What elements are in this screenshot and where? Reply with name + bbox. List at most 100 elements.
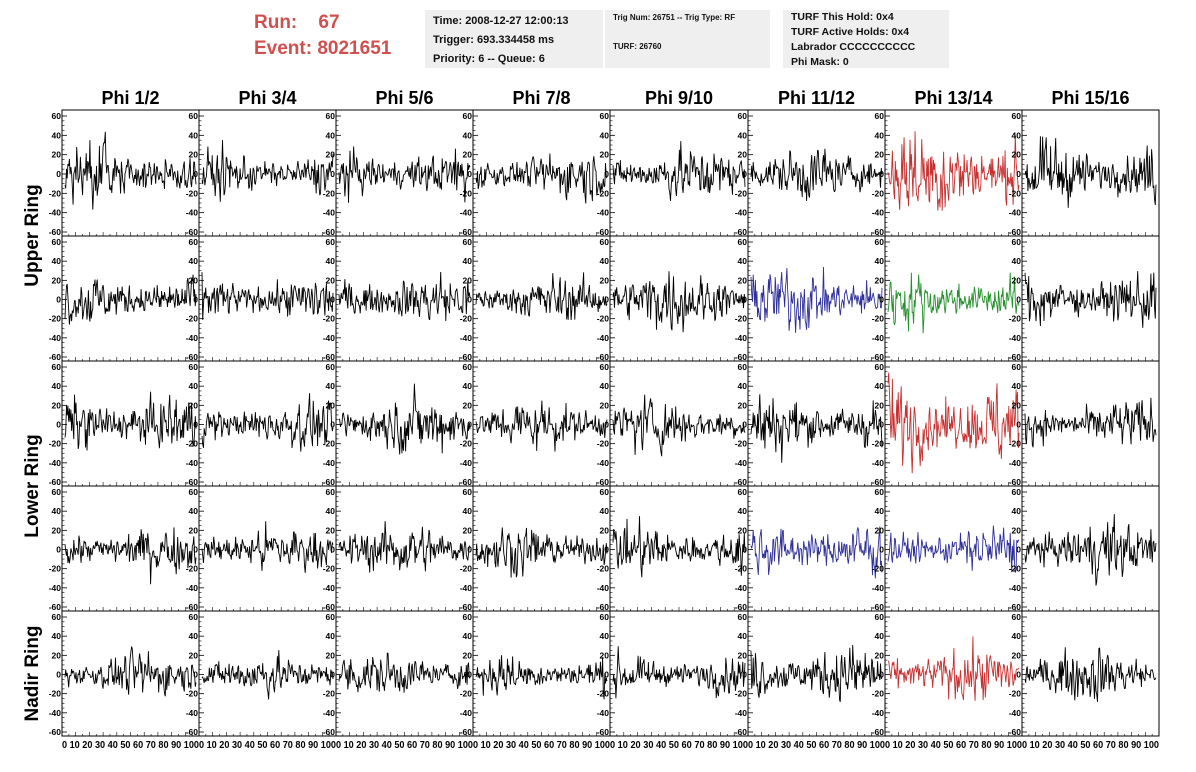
y-tick-label: -60	[323, 352, 336, 362]
y-tick-label: -20	[186, 564, 199, 574]
y-tick-label: 0	[604, 670, 609, 680]
y-tick-label: -20	[49, 314, 62, 324]
y-tick-label: -60	[460, 727, 473, 737]
y-tick-label: 60	[600, 237, 610, 247]
y-tick-label: -60	[735, 477, 748, 487]
waveform-trace	[338, 652, 471, 693]
waveform-trace	[887, 272, 1020, 334]
waveform-trace	[1024, 136, 1157, 208]
waveform-trace	[750, 526, 883, 579]
waveform-trace	[1024, 271, 1157, 328]
waveform-trace	[475, 153, 608, 204]
y-tick-label: -20	[597, 439, 610, 449]
y-tick-label: -60	[735, 352, 748, 362]
y-tick-label: 40	[738, 256, 748, 266]
column-title: Phi 13/14	[914, 88, 992, 108]
y-tick-label: -40	[186, 458, 199, 468]
y-tick-label: 20	[600, 275, 610, 285]
y-tick-label: -60	[49, 727, 62, 737]
waveform-trace	[612, 516, 746, 578]
y-tick-label: 40	[600, 256, 610, 266]
y-tick-label: -40	[323, 333, 336, 343]
y-tick-label: 0	[604, 420, 609, 430]
y-tick-label: 40	[1012, 256, 1022, 266]
y-tick-label: 20	[600, 150, 610, 160]
y-tick-label: -20	[460, 439, 473, 449]
x-tick-labels: 0 10 20 30 40 50 60 70 80 90 100	[62, 740, 199, 751]
y-tick-label: 40	[189, 631, 199, 641]
y-tick-label: 60	[189, 612, 199, 622]
waveform-trace	[338, 521, 471, 573]
y-tick-label: -60	[872, 602, 885, 612]
y-tick-label: -60	[872, 352, 885, 362]
y-tick-label: 40	[600, 631, 610, 641]
y-tick-label: 0	[56, 420, 61, 430]
y-tick-label: -60	[460, 602, 473, 612]
y-tick-label: -20	[323, 439, 336, 449]
y-tick-label: -40	[872, 583, 885, 593]
panel-frame	[1021, 235, 1160, 362]
waveform-trace	[64, 131, 197, 210]
y-tick-label: 0	[467, 545, 472, 555]
y-tick-label: 40	[600, 381, 610, 391]
y-tick-label: -40	[49, 708, 62, 718]
y-tick-label: -60	[1009, 602, 1022, 612]
y-tick-label: 40	[875, 130, 885, 140]
y-tick-label: 20	[875, 400, 885, 410]
ring-label: Lower Ring	[22, 434, 43, 537]
column-title: Phi 9/10	[645, 88, 713, 108]
y-tick-label: -20	[1009, 689, 1022, 699]
y-tick-label: -60	[49, 477, 62, 487]
y-tick-label: 0	[604, 545, 609, 555]
y-tick-label: 0	[1016, 545, 1021, 555]
y-tick-label: 20	[875, 150, 885, 160]
y-tick-label: 20	[738, 650, 748, 660]
y-tick-label: 0	[879, 420, 884, 430]
y-tick-label: -60	[49, 602, 62, 612]
y-tick-label: -60	[1009, 352, 1022, 362]
y-tick-label: -40	[460, 708, 473, 718]
y-tick-label: 40	[189, 381, 199, 391]
y-tick-label: 20	[463, 150, 473, 160]
y-tick-label: 40	[463, 631, 473, 641]
y-tick-label: -20	[49, 188, 62, 198]
y-tick-label: 60	[1012, 362, 1022, 372]
priority-text: Priority: 6 -- Queue: 6	[433, 53, 545, 65]
waveform-trace	[887, 525, 1020, 573]
y-tick-label: -20	[597, 314, 610, 324]
y-tick-label: 20	[189, 150, 199, 160]
y-tick-label: -40	[735, 208, 748, 218]
y-tick-label: -60	[460, 352, 473, 362]
y-tick-label: -20	[323, 564, 336, 574]
y-tick-label: 0	[604, 169, 609, 179]
y-tick-label: 0	[742, 670, 747, 680]
run-event-box: Run: 67 Event: 8021651	[254, 10, 391, 62]
y-tick-label: 40	[326, 381, 336, 391]
y-tick-label: 0	[56, 670, 61, 680]
y-tick-label: -20	[460, 188, 473, 198]
y-tick-label: -20	[460, 314, 473, 324]
y-tick-label: 20	[463, 650, 473, 660]
y-tick-label: -40	[872, 208, 885, 218]
y-tick-label: 20	[738, 150, 748, 160]
waveform-trace	[1024, 514, 1157, 586]
y-tick-label: 20	[463, 275, 473, 285]
y-tick-label: 40	[1012, 381, 1022, 391]
y-tick-label: -60	[186, 477, 199, 487]
y-tick-label: -40	[49, 333, 62, 343]
y-tick-label: 0	[330, 169, 335, 179]
y-tick-label: 20	[1012, 275, 1022, 285]
y-tick-label: 20	[326, 525, 336, 535]
y-tick-label: 0	[879, 670, 884, 680]
y-tick-label: -60	[735, 227, 748, 237]
waveform-trace	[475, 527, 608, 578]
y-tick-label: 40	[738, 631, 748, 641]
y-tick-label: -60	[597, 352, 610, 362]
y-tick-label: -60	[460, 227, 473, 237]
y-tick-label: 0	[879, 545, 884, 555]
y-tick-label: 40	[326, 256, 336, 266]
x-tick-labels: 0 10 20 30 40 50 60 70 80 90 100	[610, 740, 748, 751]
y-tick-label: -40	[460, 333, 473, 343]
y-tick-label: 40	[52, 381, 62, 391]
y-tick-label: 60	[738, 612, 748, 622]
